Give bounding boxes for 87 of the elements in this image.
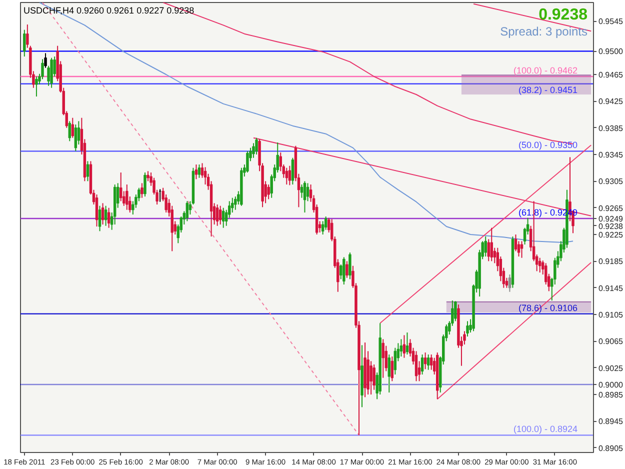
candlestick	[95, 194, 98, 227]
ref-line-label: 0.9000	[598, 380, 624, 390]
y-tick-label: 0.9105	[598, 310, 624, 320]
candlestick	[50, 57, 53, 88]
candlestick	[402, 334, 406, 358]
candlestick	[400, 338, 403, 357]
candlestick	[487, 238, 490, 262]
candlestick	[68, 120, 71, 142]
candlestick	[321, 220, 324, 235]
candlestick	[285, 167, 288, 185]
candlestick	[120, 172, 122, 202]
y-tick-label: 0.9025	[598, 364, 624, 373]
candlestick	[430, 354, 433, 370]
candlestick	[508, 274, 512, 292]
candlestick	[490, 227, 493, 262]
y-tick-label: 0.9465	[598, 70, 624, 80]
ref-line-label: 0.9500	[598, 47, 624, 56]
y-tick-label: 0.9065	[598, 337, 624, 346]
candlestick	[454, 300, 457, 322]
annotation: (38.2) - 0.9451	[518, 84, 578, 95]
candlestick	[406, 332, 409, 355]
candlestick	[44, 52, 47, 68]
y-tick-label: 0.8985	[598, 390, 624, 400]
candlestick	[388, 354, 390, 393]
candlestick	[107, 207, 110, 228]
candlestick	[186, 200, 189, 222]
candlestick	[424, 352, 427, 370]
candlestick	[216, 204, 219, 226]
y-tick-label: 0.9265	[598, 204, 624, 213]
ref-line-label: 0.9249	[598, 214, 624, 224]
candlestick	[300, 184, 304, 198]
candlestick	[466, 320, 469, 337]
candlestick	[86, 160, 90, 182]
candlestick	[267, 184, 270, 200]
candlestick	[303, 180, 306, 213]
candlestick	[98, 205, 102, 232]
candlestick	[101, 202, 104, 225]
candlestick	[71, 117, 74, 138]
y-tick-label: 0.9385	[598, 124, 624, 133]
candlestick	[382, 338, 384, 378]
annotation: (100.0) - 0.9462	[513, 66, 578, 76]
candlestick	[288, 165, 292, 186]
candlestick	[324, 216, 328, 230]
y-tick-label: 0.8945	[598, 417, 624, 426]
y-tick-label: 0.9545	[598, 17, 624, 26]
candlestick	[198, 164, 201, 178]
candlestick	[291, 157, 294, 185]
candlestick	[390, 356, 394, 382]
candlestick	[520, 240, 524, 258]
y-tick-label: 0.9145	[598, 284, 624, 293]
y-tick-label: 0.9305	[598, 177, 624, 186]
annotation: Spread: 3 points	[500, 24, 588, 38]
candlestick	[144, 172, 146, 197]
y-tick-label: 0.9185	[598, 257, 624, 266]
candlestick	[372, 364, 376, 390]
candlestick	[420, 354, 424, 375]
y-tick-label: 0.9238	[598, 222, 624, 231]
candlestick	[246, 150, 249, 173]
candlestick	[484, 236, 487, 257]
candlestick	[255, 137, 258, 155]
candlestick	[23, 29, 26, 57]
y-tick-label: 0.9425	[598, 97, 624, 106]
y-tick-label: 0.9345	[598, 150, 624, 160]
candlestick	[35, 76, 38, 97]
candlestick	[77, 120, 80, 145]
candlestick	[306, 182, 310, 202]
annotation: (100.0) - 0.8924	[513, 424, 578, 434]
candlestick	[218, 205, 222, 225]
candlestick	[414, 350, 418, 382]
annotation: (50.0) - 0.9350	[518, 140, 578, 150]
candlestick	[426, 354, 430, 370]
candlestick	[194, 164, 198, 180]
candlestick	[146, 170, 150, 182]
y-tick-label: 0.8905	[598, 444, 624, 453]
candlestick	[370, 360, 372, 395]
candlestick	[342, 256, 346, 285]
y-tick-label: 0.9225	[598, 230, 624, 240]
candlestick	[74, 124, 78, 152]
candlestick	[348, 252, 352, 280]
annotation: (78.6) - 0.9106	[518, 302, 578, 313]
candlestick	[104, 205, 108, 226]
candlestick	[346, 260, 348, 278]
candlestick	[140, 182, 144, 198]
candlestick	[126, 184, 128, 210]
annotation: 0.9238	[538, 6, 588, 24]
candlestick	[222, 207, 225, 228]
candlestick	[394, 347, 397, 375]
